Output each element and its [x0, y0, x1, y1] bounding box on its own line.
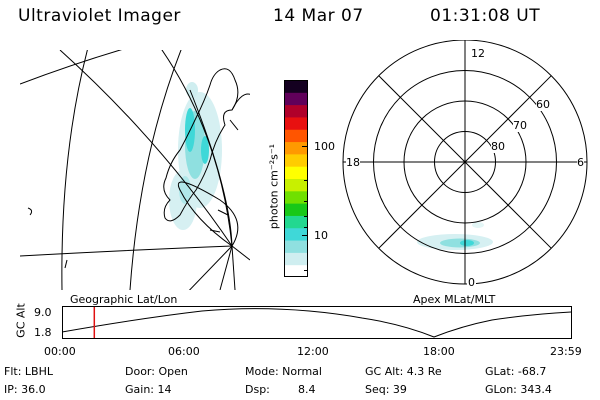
colorbar-cell — [284, 252, 308, 266]
colorbar-cell — [284, 215, 308, 229]
colorbar-cell — [284, 190, 308, 204]
polar-plot — [342, 40, 588, 285]
altitude-tick-min: 1.8 — [34, 326, 52, 339]
mlt-label-0: 0 — [467, 276, 476, 289]
mlt-label-12: 12 — [470, 47, 486, 60]
time-tick-0600: 06:00 — [168, 345, 200, 358]
ip-info: IP: 36.0 — [4, 383, 46, 396]
time-tick-1800: 18:00 — [423, 345, 455, 358]
colorbar-cell — [284, 227, 308, 241]
colorbar-unit-label: photon cm⁻²s⁻¹ — [267, 143, 281, 230]
altitude-tick-max: 9.0 — [34, 306, 52, 319]
seq-info: Seq: 39 — [365, 383, 407, 396]
colorbar-cell — [284, 104, 308, 118]
lat-label-60: 60 — [536, 98, 550, 111]
colorbar-cell — [284, 80, 308, 93]
glon-info: GLon: 343.4 — [485, 383, 552, 396]
dsp-value: 8.4 — [298, 383, 316, 396]
gain-info: Gain: 14 — [125, 383, 172, 396]
colorbar-cell — [284, 203, 308, 216]
filter-info: Flt: LBHL — [4, 365, 53, 378]
lat-label-70: 70 — [513, 119, 527, 132]
geographic-panel-label: Geographic Lat/Lon — [70, 293, 178, 306]
colorbar-cell — [284, 153, 308, 167]
altitude-axis-label: GC Alt — [14, 303, 28, 338]
aurora-emission-polar — [417, 222, 493, 250]
colorbar-cell — [284, 240, 308, 253]
time-label: 01:31:08 UT — [430, 6, 541, 26]
colorbar-cell — [284, 264, 308, 277]
dsp-label: Dsp: — [245, 383, 270, 396]
mlt-label-18: 18 — [346, 156, 360, 169]
time-tick-0000: 00:00 — [44, 345, 76, 358]
apex-panel-label: Apex MLat/MLT — [413, 293, 496, 306]
time-tick-2359: 23:59 — [550, 345, 582, 358]
date-label: 14 Mar 07 — [273, 6, 364, 26]
mlt-label-6: 6 — [577, 156, 584, 169]
glat-info: GLat: -68.7 — [485, 365, 547, 378]
colorbar-cell — [284, 116, 308, 130]
colorbar-cell — [284, 166, 308, 179]
geographic-map — [20, 50, 250, 290]
gc-alt-info: GC Alt: 4.3 Re — [365, 365, 442, 378]
colorbar-tick-100: 100 — [314, 140, 335, 153]
color-bar-ticks — [302, 146, 308, 271]
colorbar-cell — [284, 141, 308, 155]
instrument-title: Ultraviolet Imager — [18, 6, 181, 26]
colorbar-cell — [284, 129, 308, 143]
map-graticule — [20, 50, 250, 290]
door-info: Door: Open — [125, 365, 188, 378]
colorbar-cell — [284, 92, 308, 106]
altitude-timeline — [62, 306, 572, 339]
altitude-curve — [62, 308, 572, 338]
mode-info: Mode: Normal — [245, 365, 322, 378]
color-scale-bar — [284, 80, 308, 277]
time-tick-1200: 12:00 — [297, 345, 329, 358]
colorbar-cell — [284, 178, 308, 192]
colorbar-tick-10: 10 — [314, 229, 328, 242]
lat-label-80: 80 — [491, 140, 505, 153]
coastline — [27, 68, 250, 269]
